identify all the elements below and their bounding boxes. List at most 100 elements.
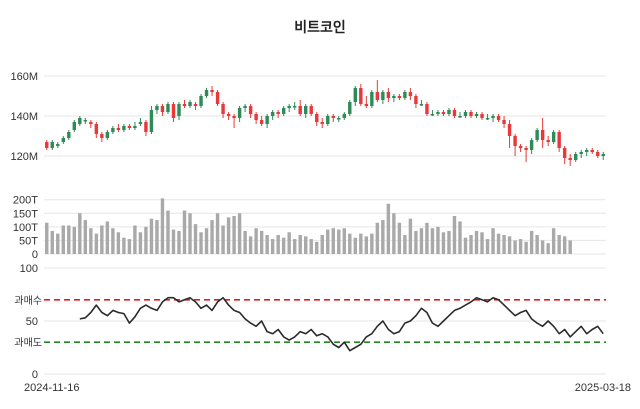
- candle-body: [529, 140, 534, 150]
- candle: [315, 112, 319, 126]
- volume-bar: [281, 237, 286, 254]
- volume-bar: [430, 228, 435, 254]
- volume-bar: [397, 222, 402, 254]
- volume-bar: [452, 216, 457, 254]
- candle: [100, 132, 104, 142]
- volume-bar: [491, 228, 495, 254]
- candle: [83, 118, 88, 124]
- candle: [304, 104, 308, 118]
- volume-bar: [337, 229, 341, 254]
- volume-bar: [287, 232, 291, 254]
- x-start-date: 2024-11-16: [24, 382, 79, 394]
- candle-body: [320, 122, 324, 124]
- volume-tick-label: 200T: [13, 195, 38, 207]
- candle: [573, 152, 578, 162]
- candle: [568, 154, 572, 166]
- candle-body: [309, 106, 313, 114]
- candle-body: [182, 104, 187, 106]
- candle-body: [67, 132, 71, 138]
- candle-body: [270, 112, 275, 116]
- candle-body: [337, 118, 341, 120]
- volume-bar: [105, 221, 110, 254]
- volume-bar: [243, 230, 247, 254]
- volume-bar: [353, 237, 358, 254]
- candle: [342, 112, 346, 120]
- candle-body: [430, 114, 435, 116]
- volume-bar: [270, 239, 275, 254]
- candle: [94, 122, 99, 138]
- candle: [61, 136, 65, 144]
- candle: [463, 110, 468, 118]
- oscillator-tick-label: 0: [32, 369, 38, 381]
- candle: [601, 152, 605, 160]
- candle: [337, 116, 341, 122]
- candle-body: [122, 126, 126, 130]
- candle: [320, 118, 324, 128]
- volume-bar: [359, 233, 363, 254]
- candle: [281, 106, 286, 116]
- volume-bar: [469, 235, 473, 254]
- volume-bar: [568, 240, 572, 254]
- candle: [590, 148, 594, 154]
- candle: [452, 108, 457, 118]
- candle-body: [100, 134, 104, 138]
- candle-body: [215, 92, 220, 104]
- candle: [585, 148, 589, 156]
- candle: [408, 88, 413, 100]
- oscillator-tick-label: 50: [26, 316, 38, 328]
- volume-bar: [199, 232, 203, 254]
- overbought-label: 과매수: [14, 295, 42, 307]
- candle: [485, 114, 490, 120]
- candle-body: [518, 146, 523, 148]
- volume-bar: [122, 237, 126, 254]
- candle: [276, 110, 280, 118]
- candle-body: [348, 102, 352, 114]
- volume-bar: [496, 233, 501, 254]
- candle-body: [111, 128, 115, 132]
- candle-body: [573, 154, 578, 160]
- candle-body: [237, 108, 242, 118]
- candle-body: [370, 92, 374, 106]
- candle: [78, 116, 82, 126]
- candle: [45, 140, 49, 150]
- candle: [254, 112, 258, 124]
- candle: [535, 128, 539, 142]
- candle: [292, 102, 297, 110]
- volume-bar: [276, 235, 280, 254]
- candle-body: [535, 130, 539, 140]
- candle-body: [585, 150, 589, 152]
- candle-body: [331, 116, 335, 118]
- volume-bar: [221, 225, 225, 254]
- candle: [518, 144, 523, 152]
- volume-bar: [127, 239, 132, 254]
- candle-body: [116, 128, 121, 130]
- candle: [199, 94, 203, 108]
- candle: [370, 90, 374, 108]
- oscillator-tick-label: 100: [20, 263, 38, 275]
- candle-body: [204, 90, 209, 96]
- price-candles: [45, 80, 605, 166]
- volume-bar: [171, 229, 176, 254]
- candle: [265, 114, 269, 128]
- candle-body: [381, 92, 385, 100]
- candle: [177, 102, 181, 120]
- volume-bar: [116, 232, 121, 254]
- candle: [474, 112, 479, 118]
- candle-body: [45, 142, 49, 148]
- volume-bar: [381, 220, 385, 254]
- candle-body: [441, 112, 446, 114]
- candle: [215, 90, 220, 106]
- volume-bar: [392, 213, 396, 254]
- volume-bar: [111, 228, 115, 254]
- x-end-date: 2025-03-18: [575, 382, 631, 394]
- volume-bar: [100, 225, 104, 254]
- volume-bar: [72, 226, 77, 254]
- candle: [414, 94, 418, 108]
- candle: [166, 102, 170, 114]
- candle-body: [419, 104, 424, 106]
- candle-body: [551, 132, 556, 142]
- volume-bar: [248, 236, 253, 254]
- candle-body: [568, 158, 572, 160]
